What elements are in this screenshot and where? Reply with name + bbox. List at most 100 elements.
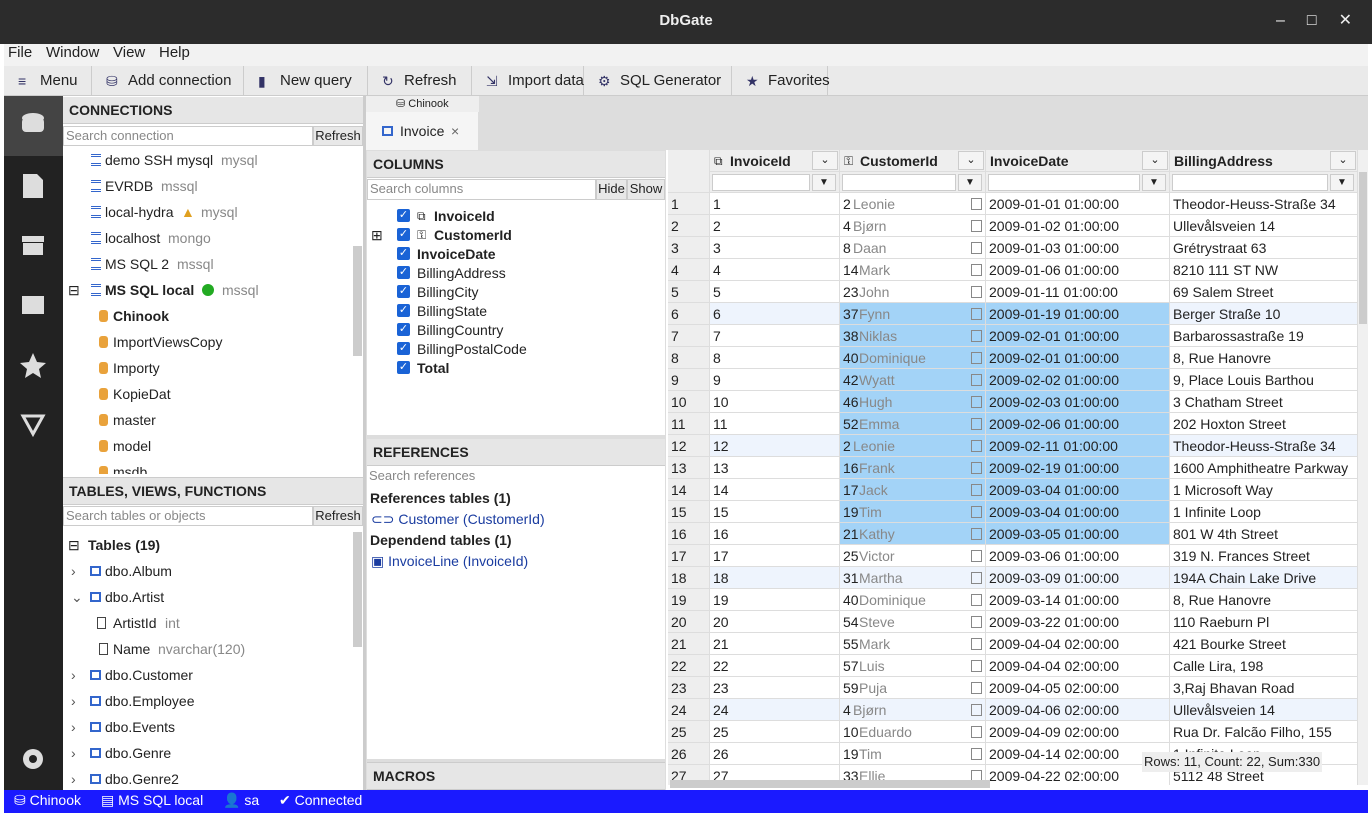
db-tab[interactable] bbox=[366, 96, 479, 112]
lookup-button[interactable] bbox=[971, 374, 982, 386]
lookup-button[interactable] bbox=[971, 638, 982, 650]
lookup-button[interactable] bbox=[971, 396, 982, 408]
reference-link[interactable]: ⊂⊃ Customer (CustomerId) bbox=[371, 511, 545, 527]
toolbar-label[interactable]: New query bbox=[280, 72, 352, 89]
column-checkbox[interactable]: ✓ bbox=[397, 247, 410, 260]
lookup-button[interactable] bbox=[971, 286, 982, 298]
table-name[interactable]: dbo.Genre2 bbox=[105, 771, 179, 787]
show-button[interactable]: Show bbox=[627, 179, 665, 200]
lookup-button[interactable] bbox=[971, 330, 982, 342]
tree-toggle[interactable]: › bbox=[71, 745, 76, 761]
sort-button[interactable]: ⌄ bbox=[958, 151, 984, 170]
toolbar-label[interactable]: Favorites bbox=[768, 72, 830, 89]
lookup-button[interactable] bbox=[971, 418, 982, 430]
lookup-button[interactable] bbox=[971, 726, 982, 738]
column-name[interactable]: ArtistId bbox=[113, 615, 157, 631]
connection-name[interactable]: MS SQL local bbox=[105, 282, 195, 298]
scrollbar[interactable] bbox=[353, 532, 362, 647]
filter-input[interactable] bbox=[842, 174, 956, 191]
status-item[interactable]: 👤 sa bbox=[223, 792, 260, 808]
sort-button[interactable]: ⌄ bbox=[1330, 151, 1356, 170]
lookup-button[interactable] bbox=[971, 462, 982, 474]
filter-input[interactable] bbox=[1172, 174, 1328, 191]
lookup-button[interactable] bbox=[971, 704, 982, 716]
toolbar-button[interactable] bbox=[732, 66, 828, 96]
table-name[interactable]: dbo.Customer bbox=[105, 667, 193, 683]
table-name[interactable]: dbo.Genre bbox=[105, 745, 172, 761]
toolbar-label[interactable]: SQL Generator bbox=[620, 72, 722, 89]
lookup-button[interactable] bbox=[971, 572, 982, 584]
search-input[interactable]: Search connection bbox=[63, 126, 313, 146]
toolbar-button[interactable] bbox=[4, 66, 92, 96]
hide-button[interactable]: Hide bbox=[596, 179, 627, 200]
scrollbar-thumb[interactable] bbox=[1359, 172, 1367, 324]
lookup-button[interactable] bbox=[971, 484, 982, 496]
table-name[interactable]: dbo.Album bbox=[105, 563, 172, 579]
lookup-button[interactable] bbox=[971, 220, 982, 232]
column-name[interactable]: BillingPostalCode bbox=[417, 341, 527, 357]
connection-name[interactable]: localhost bbox=[105, 230, 161, 246]
refresh-button[interactable]: Refresh bbox=[313, 506, 363, 526]
lookup-button[interactable] bbox=[971, 264, 982, 276]
tree-toggle[interactable]: › bbox=[71, 693, 76, 709]
column-name[interactable]: InvoiceId bbox=[434, 208, 495, 224]
database-name[interactable]: ImportViewsCopy bbox=[113, 334, 223, 350]
status-item[interactable]: ▤ MS SQL local bbox=[101, 792, 204, 808]
filter-button[interactable]: ▼ bbox=[812, 174, 836, 191]
group-name[interactable]: Tables (19) bbox=[88, 537, 161, 553]
column-checkbox[interactable]: ✓ bbox=[397, 342, 410, 355]
toolbar-button[interactable] bbox=[92, 66, 244, 96]
toolbar-label[interactable]: Add connection bbox=[128, 72, 232, 89]
lookup-button[interactable] bbox=[971, 440, 982, 452]
filter-button[interactable]: ▼ bbox=[1330, 174, 1354, 191]
database-name[interactable]: model bbox=[113, 438, 152, 454]
tree-toggle[interactable]: › bbox=[71, 771, 76, 787]
column-checkbox[interactable]: ✓ bbox=[397, 304, 410, 317]
toolbar-button[interactable] bbox=[368, 66, 472, 96]
toolbar-label[interactable]: Import data bbox=[508, 72, 584, 89]
column-name[interactable]: BillingState bbox=[417, 303, 488, 319]
refresh-button[interactable]: Refresh bbox=[313, 126, 363, 146]
connection-name[interactable]: local-hydra bbox=[105, 204, 174, 220]
sidebar-icons[interactable] bbox=[4, 96, 63, 790]
column-name[interactable]: BillingCountry bbox=[417, 322, 504, 338]
menu-item[interactable]: Help bbox=[159, 44, 190, 61]
filter-input[interactable] bbox=[988, 174, 1140, 191]
database-name[interactable]: master bbox=[113, 412, 156, 428]
table-name[interactable]: dbo.Employee bbox=[105, 693, 195, 709]
filter-button[interactable]: ▼ bbox=[958, 174, 982, 191]
tree-toggle[interactable]: › bbox=[71, 667, 76, 683]
connection-name[interactable]: demo SSH mysql bbox=[105, 152, 214, 168]
connection-name[interactable]: MS SQL 2 bbox=[105, 256, 170, 272]
status-item[interactable]: ⛁ Chinook bbox=[14, 792, 81, 808]
tree-toggle[interactable]: ⊞ bbox=[371, 227, 383, 243]
column-header[interactable]: CustomerId bbox=[840, 150, 986, 172]
column-checkbox[interactable]: ✓ bbox=[397, 361, 410, 374]
toolbar-button[interactable] bbox=[472, 66, 584, 96]
column-name[interactable]: InvoiceDate bbox=[417, 246, 496, 262]
menu-item[interactable]: View bbox=[113, 44, 146, 61]
column-checkbox[interactable]: ✓ bbox=[397, 323, 410, 336]
lookup-button[interactable] bbox=[971, 616, 982, 628]
column-checkbox[interactable]: ✓ bbox=[397, 266, 410, 279]
search-input[interactable]: Search tables or objects bbox=[63, 506, 313, 526]
lookup-button[interactable] bbox=[971, 550, 982, 562]
database-name[interactable]: msdb bbox=[113, 464, 148, 474]
lookup-button[interactable] bbox=[971, 506, 982, 518]
toolbar-label[interactable]: Menu bbox=[40, 72, 78, 89]
lookup-button[interactable] bbox=[971, 528, 982, 540]
column-name[interactable]: BillingCity bbox=[417, 284, 479, 300]
sort-button[interactable]: ⌄ bbox=[1142, 151, 1168, 170]
search-input[interactable]: Search columns bbox=[367, 179, 596, 200]
lookup-button[interactable] bbox=[971, 198, 982, 210]
column-header[interactable]: InvoiceId bbox=[710, 150, 840, 172]
toolbar-button[interactable] bbox=[244, 66, 368, 96]
tree-toggle[interactable]: ⊟ bbox=[68, 282, 80, 298]
status-item[interactable]: ✔ Connected bbox=[279, 792, 363, 808]
lookup-button[interactable] bbox=[971, 594, 982, 606]
column-checkbox[interactable]: ✓ bbox=[397, 228, 410, 241]
tree-toggle[interactable]: ⊟ bbox=[68, 537, 80, 553]
database-name[interactable]: Importy bbox=[113, 360, 160, 376]
database-name[interactable]: Chinook bbox=[113, 308, 169, 324]
tree-toggle[interactable]: › bbox=[71, 719, 76, 735]
